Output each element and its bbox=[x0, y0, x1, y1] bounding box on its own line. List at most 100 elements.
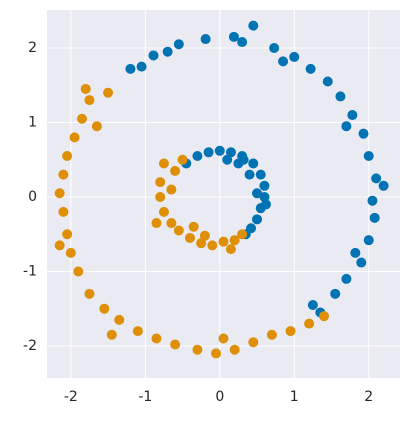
point bbox=[222, 154, 233, 165]
point bbox=[166, 218, 177, 229]
point bbox=[200, 34, 211, 45]
x-tick-label: 2 bbox=[364, 389, 373, 405]
point bbox=[148, 50, 159, 61]
point bbox=[214, 145, 225, 156]
x-tick-label: 0 bbox=[215, 389, 224, 405]
point bbox=[155, 191, 166, 202]
point bbox=[65, 247, 76, 258]
point bbox=[363, 151, 374, 162]
point bbox=[363, 235, 374, 246]
point bbox=[341, 273, 352, 284]
grid bbox=[47, 10, 400, 378]
point bbox=[158, 206, 169, 217]
point bbox=[162, 46, 173, 57]
y-tick-label: 1 bbox=[28, 114, 37, 130]
point bbox=[371, 173, 382, 184]
point bbox=[378, 180, 389, 191]
point bbox=[58, 206, 69, 217]
point bbox=[305, 63, 316, 74]
point bbox=[69, 132, 80, 143]
y-tick-label: 0 bbox=[28, 189, 37, 205]
point bbox=[218, 236, 229, 247]
y-tick-label: 2 bbox=[28, 40, 37, 56]
point bbox=[211, 348, 222, 359]
point bbox=[367, 195, 378, 206]
x-tick-label: -1 bbox=[138, 389, 152, 405]
point bbox=[207, 240, 218, 251]
point bbox=[62, 151, 73, 162]
tick-labels: -2 -1 0 1 2 -2 -1 0 1 2 bbox=[23, 40, 373, 405]
point bbox=[244, 169, 255, 180]
point bbox=[341, 121, 352, 132]
point bbox=[188, 221, 199, 232]
point bbox=[155, 177, 166, 188]
point bbox=[252, 214, 263, 225]
point bbox=[170, 339, 181, 350]
point bbox=[307, 299, 318, 310]
point bbox=[173, 39, 184, 50]
point bbox=[225, 147, 236, 158]
point bbox=[260, 199, 271, 210]
point bbox=[350, 247, 361, 258]
y-tick-label: -1 bbox=[23, 263, 37, 279]
point bbox=[158, 158, 169, 169]
point bbox=[237, 229, 248, 240]
point bbox=[84, 288, 95, 299]
point bbox=[255, 169, 266, 180]
point bbox=[177, 154, 188, 165]
point bbox=[238, 154, 249, 165]
point bbox=[132, 326, 143, 337]
point bbox=[80, 83, 91, 94]
point bbox=[125, 63, 136, 74]
point bbox=[218, 333, 229, 344]
point bbox=[225, 244, 236, 255]
point bbox=[356, 257, 367, 268]
point bbox=[77, 113, 88, 124]
point bbox=[278, 56, 289, 67]
y-tick-label: -2 bbox=[23, 338, 37, 354]
point bbox=[166, 184, 177, 195]
point bbox=[114, 314, 125, 325]
point bbox=[335, 91, 346, 102]
point bbox=[103, 87, 114, 98]
point bbox=[58, 169, 69, 180]
x-tick-label: 1 bbox=[290, 389, 299, 405]
point bbox=[248, 20, 259, 31]
x-tick-label: -2 bbox=[64, 389, 78, 405]
point bbox=[199, 230, 210, 241]
points bbox=[54, 20, 389, 359]
point bbox=[259, 191, 270, 202]
point bbox=[229, 344, 240, 355]
point bbox=[73, 266, 84, 277]
point bbox=[196, 238, 207, 249]
point bbox=[173, 225, 184, 236]
point bbox=[319, 311, 330, 322]
point bbox=[237, 37, 248, 48]
point bbox=[184, 232, 195, 243]
point bbox=[259, 180, 270, 191]
point bbox=[151, 333, 162, 344]
point bbox=[285, 326, 296, 337]
point bbox=[84, 95, 95, 106]
point bbox=[289, 51, 300, 62]
point bbox=[170, 165, 181, 176]
point bbox=[203, 147, 214, 158]
point bbox=[347, 110, 358, 121]
point bbox=[99, 303, 110, 314]
point bbox=[192, 344, 203, 355]
point bbox=[91, 121, 102, 132]
point bbox=[369, 212, 380, 223]
point bbox=[358, 128, 369, 139]
point bbox=[151, 218, 162, 229]
point bbox=[54, 240, 65, 251]
point bbox=[229, 235, 240, 246]
point bbox=[248, 158, 259, 169]
point bbox=[54, 188, 65, 199]
point bbox=[136, 61, 147, 72]
point bbox=[192, 151, 203, 162]
point bbox=[330, 288, 341, 299]
point bbox=[304, 318, 315, 329]
plot-background bbox=[47, 10, 400, 378]
